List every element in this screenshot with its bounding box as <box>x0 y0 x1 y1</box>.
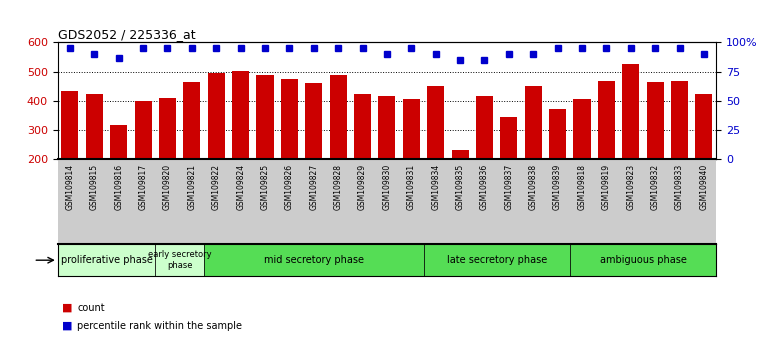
Bar <box>549 109 566 159</box>
Text: GSM109839: GSM109839 <box>553 164 562 210</box>
Bar <box>647 82 664 159</box>
Bar <box>183 82 200 159</box>
Bar <box>695 95 712 159</box>
Bar <box>58 244 156 276</box>
Bar <box>159 98 176 159</box>
Text: GSM109826: GSM109826 <box>285 164 294 210</box>
Bar <box>570 244 716 276</box>
Text: GDS2052 / 225336_at: GDS2052 / 225336_at <box>58 28 196 41</box>
Bar <box>500 117 517 159</box>
Text: GSM109831: GSM109831 <box>407 164 416 210</box>
Text: GSM109819: GSM109819 <box>602 164 611 210</box>
Text: mid secretory phase: mid secretory phase <box>264 255 363 265</box>
Text: GSM109833: GSM109833 <box>675 164 684 210</box>
Bar <box>110 125 127 159</box>
Bar <box>476 96 493 159</box>
Bar <box>671 81 688 159</box>
Text: GSM109838: GSM109838 <box>529 164 537 210</box>
Text: GSM109815: GSM109815 <box>90 164 99 210</box>
Text: early secretory
phase: early secretory phase <box>148 251 212 270</box>
Text: GSM109818: GSM109818 <box>578 164 587 210</box>
Bar <box>354 93 371 159</box>
Bar <box>204 244 424 276</box>
Text: GSM109830: GSM109830 <box>383 164 391 210</box>
Text: GSM109816: GSM109816 <box>114 164 123 210</box>
Text: GSM109835: GSM109835 <box>456 164 464 210</box>
Bar <box>598 81 615 159</box>
Text: percentile rank within the sample: percentile rank within the sample <box>77 321 242 331</box>
Text: GSM109814: GSM109814 <box>65 164 75 210</box>
Bar <box>135 101 152 159</box>
Text: GSM109834: GSM109834 <box>431 164 440 210</box>
Text: GSM109820: GSM109820 <box>163 164 172 210</box>
Text: count: count <box>77 303 105 313</box>
Bar <box>427 86 444 159</box>
Bar <box>524 86 542 159</box>
Text: late secretory phase: late secretory phase <box>447 255 547 265</box>
Text: GSM109829: GSM109829 <box>358 164 367 210</box>
Text: GSM109824: GSM109824 <box>236 164 245 210</box>
Bar <box>424 244 570 276</box>
Text: GSM109832: GSM109832 <box>651 164 660 210</box>
Text: GSM109836: GSM109836 <box>480 164 489 210</box>
Text: GSM109821: GSM109821 <box>187 164 196 210</box>
Bar <box>574 98 591 159</box>
Text: GSM109828: GSM109828 <box>333 164 343 210</box>
Text: ambiguous phase: ambiguous phase <box>600 255 686 265</box>
Bar <box>62 91 79 159</box>
Bar <box>451 150 469 159</box>
Bar <box>232 71 249 159</box>
Text: ■: ■ <box>62 303 72 313</box>
Bar <box>281 79 298 159</box>
Bar <box>622 63 639 159</box>
Bar <box>403 99 420 159</box>
Text: ■: ■ <box>62 321 72 331</box>
Text: GSM109825: GSM109825 <box>260 164 269 210</box>
Bar <box>378 96 396 159</box>
Bar <box>305 84 323 159</box>
Bar <box>85 95 103 159</box>
Text: GSM109827: GSM109827 <box>310 164 318 210</box>
Text: GSM109840: GSM109840 <box>699 164 708 210</box>
Text: proliferative phase: proliferative phase <box>61 255 152 265</box>
Bar <box>208 73 225 159</box>
Text: GSM109817: GSM109817 <box>139 164 148 210</box>
Bar <box>256 75 273 159</box>
Text: GSM109823: GSM109823 <box>626 164 635 210</box>
Text: GSM109822: GSM109822 <box>212 164 221 210</box>
Text: GSM109837: GSM109837 <box>504 164 514 210</box>
Bar <box>330 75 346 159</box>
Bar <box>156 244 204 276</box>
